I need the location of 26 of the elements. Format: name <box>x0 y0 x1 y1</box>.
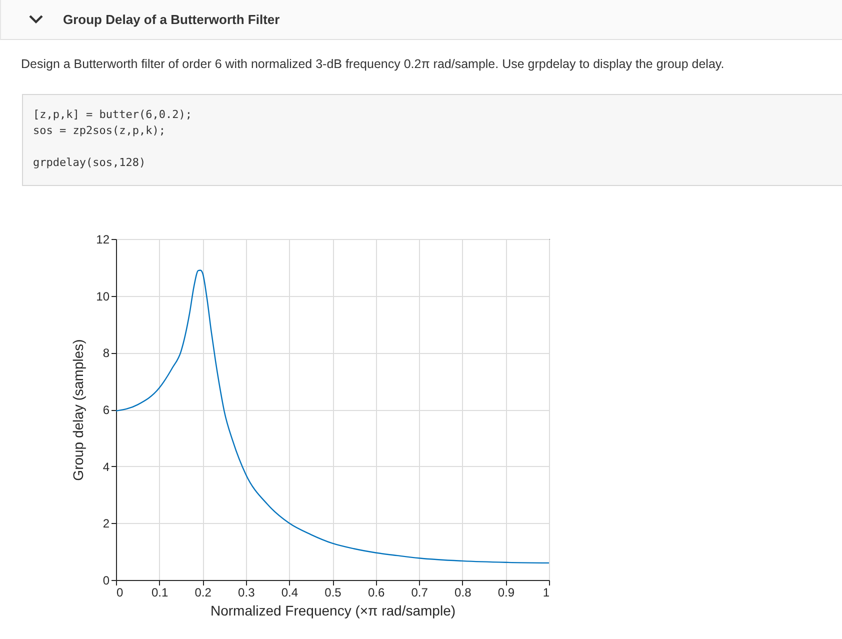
x-tick-label: 0.1 <box>151 586 168 600</box>
chart-title: Group Delay of a Butterworth Filter <box>63 12 280 27</box>
text: sos = zp2sos(z,p,k); <box>33 123 166 139</box>
y-tick-label: 4 <box>102 460 110 474</box>
x-tick-label: 0.5 <box>324 586 342 600</box>
x-tick-label: 0.6 <box>368 586 385 600</box>
x-tick-label: 0.2 <box>194 586 212 600</box>
text: Design a Butterworth filter of order 6 with normalized 3-dB frequency 0.2π rad/sample. Use grpdelay to display the group delay. <box>21 57 726 71</box>
x-tick-label: 0.7 <box>411 586 428 600</box>
text: [z,p,k] = butter(6,0.2); <box>33 107 193 123</box>
y-tick-label: 0 <box>102 574 110 588</box>
y-tick-label: 6 <box>102 403 110 417</box>
x-tick-label: 0 <box>116 586 124 600</box>
x-axis-title: Normalized Frequency (×π rad/sample) <box>210 602 456 618</box>
x-tick-label: 1 <box>542 586 550 600</box>
y-tick-label: 10 <box>96 289 110 304</box>
y-tick-label: 2 <box>102 516 110 531</box>
text: grpdelay(sos,128) <box>33 155 147 171</box>
y-tick-label: 8 <box>102 346 110 360</box>
x-tick-label: 0.9 <box>498 586 515 600</box>
y-tick-label: 12 <box>96 232 110 246</box>
x-tick-label: 0.3 <box>238 586 256 600</box>
line-series <box>115 270 550 564</box>
y-axis-title: Group delay (samples) <box>70 339 86 481</box>
x-tick-label: 0.8 <box>454 586 472 600</box>
x-tick-label: 0.4 <box>281 586 298 600</box>
